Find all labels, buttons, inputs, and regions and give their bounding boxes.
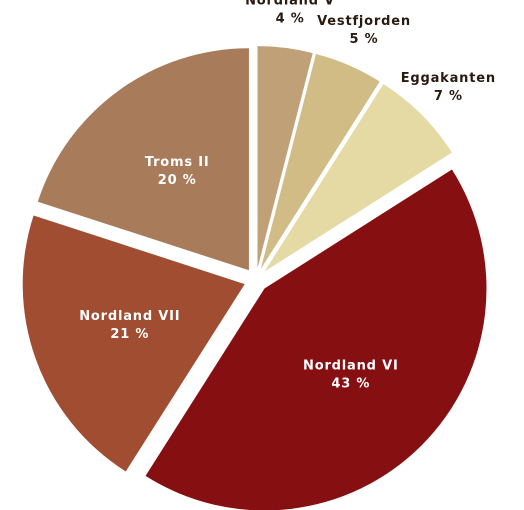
slice-label: Nordland V bbox=[245, 0, 335, 9]
pie-slice bbox=[145, 169, 487, 510]
pie-slice bbox=[264, 84, 452, 272]
slice-label: Nordland VI bbox=[303, 358, 399, 373]
slice-label: Eggakanten bbox=[401, 71, 496, 86]
slice-label: Troms II bbox=[145, 155, 210, 170]
slice-value-label: 21 % bbox=[110, 327, 149, 342]
slice-value-label: 43 % bbox=[331, 376, 370, 391]
slice-value-label: 7 % bbox=[434, 89, 463, 104]
slice-label: Vestfjorden bbox=[317, 14, 411, 29]
pie-slice bbox=[22, 215, 245, 472]
pie-slice bbox=[37, 48, 249, 271]
pie-slice bbox=[257, 46, 313, 269]
slice-value-label: 5 % bbox=[350, 32, 379, 47]
slice-value-label: 20 % bbox=[158, 173, 197, 188]
slice-value-label: 4 % bbox=[276, 12, 305, 27]
slice-label: Nordland VII bbox=[79, 309, 180, 324]
pie-slice bbox=[260, 53, 380, 269]
